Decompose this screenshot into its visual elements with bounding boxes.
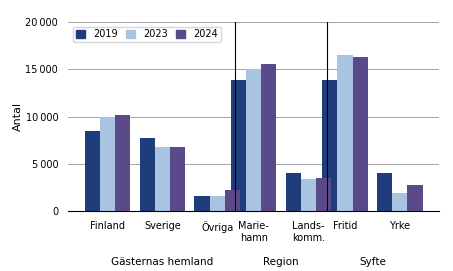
Text: Gästernas hemland: Gästernas hemland bbox=[111, 257, 213, 267]
Bar bbox=[210, 196, 225, 211]
Bar bbox=[85, 131, 100, 211]
Bar bbox=[231, 80, 246, 211]
Bar bbox=[100, 118, 115, 211]
Bar bbox=[301, 179, 316, 211]
Text: Syfte: Syfte bbox=[359, 257, 386, 267]
Bar bbox=[322, 80, 337, 211]
Bar bbox=[261, 64, 276, 211]
Bar bbox=[407, 185, 423, 211]
Legend: 2019, 2023, 2024: 2019, 2023, 2024 bbox=[73, 27, 221, 42]
Bar bbox=[286, 173, 301, 211]
Bar bbox=[115, 115, 130, 211]
Bar bbox=[225, 190, 240, 211]
Bar bbox=[246, 69, 261, 211]
Bar bbox=[194, 196, 210, 211]
Bar bbox=[316, 178, 331, 211]
Y-axis label: Antal: Antal bbox=[13, 102, 23, 131]
Bar bbox=[337, 55, 352, 211]
Bar bbox=[170, 147, 185, 211]
Bar bbox=[377, 173, 392, 211]
Bar bbox=[392, 193, 407, 211]
Text: Region: Region bbox=[263, 257, 299, 267]
Bar bbox=[352, 57, 368, 211]
Bar bbox=[155, 147, 170, 211]
Bar bbox=[140, 138, 155, 211]
